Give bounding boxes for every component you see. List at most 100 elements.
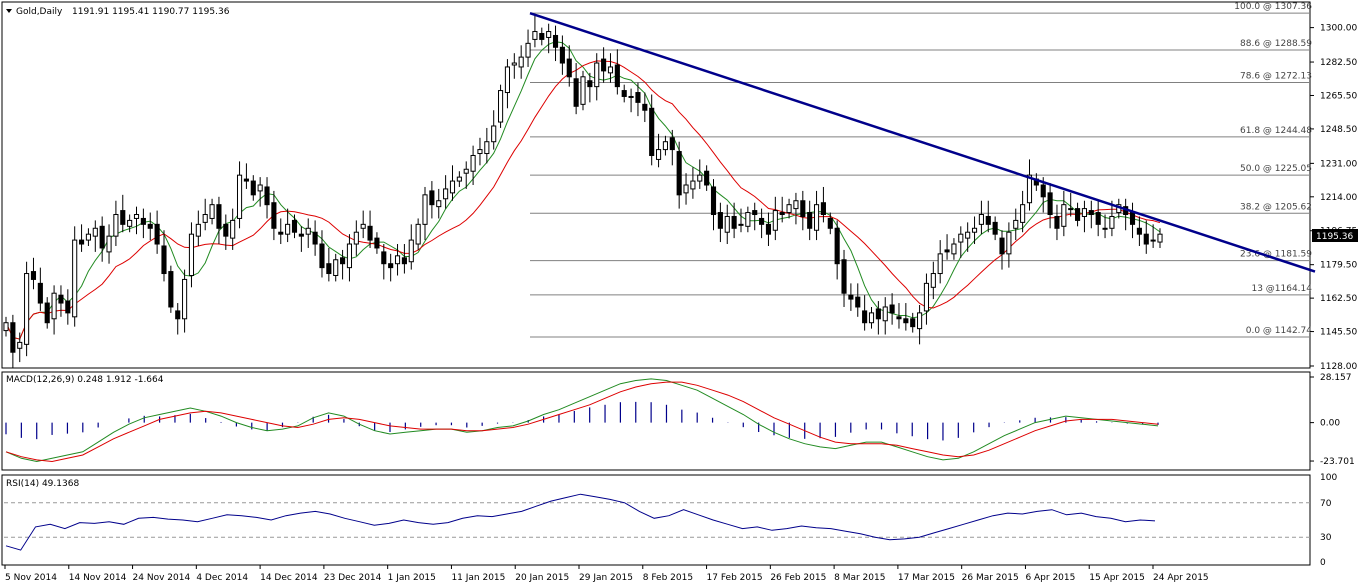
candle-body [202, 214, 208, 223]
candle-body [1095, 212, 1101, 225]
candle-body [772, 210, 778, 231]
candle-body [724, 215, 730, 233]
time-tick-label: 26 Mar 2015 [962, 573, 1019, 583]
time-tick-label: 5 Nov 2014 [5, 573, 57, 583]
candle-body [752, 210, 758, 216]
candle-body [106, 235, 112, 253]
candle-body [985, 215, 991, 225]
candle-body [1088, 210, 1094, 216]
candle-body [518, 56, 524, 68]
candle-body [120, 210, 126, 225]
macd-label: MACD(12,26,9) 0.248 1.912 -1.664 [6, 375, 164, 385]
candle-body [285, 223, 291, 235]
fibonacci-levels: 100.0 @ 1307.36 88.6 @ 1288.59 78.6 @ 1272… [530, 2, 1312, 338]
candle-body [552, 34, 559, 48]
trendline-line[interactable] [529, 11, 1316, 273]
candle-body [999, 237, 1005, 255]
candle-body [3, 322, 9, 332]
candle-body [910, 318, 916, 328]
candle-body [1026, 174, 1033, 204]
candle-body [1013, 219, 1019, 229]
symbol-label: Gold,Daily [16, 7, 63, 17]
time-tick-label: 15 Apr 2015 [1089, 573, 1145, 583]
rsi-indicator: 100 70 30 0 [4, 473, 1337, 568]
candle-body [759, 217, 765, 225]
candle-body [271, 202, 277, 229]
candle-body [587, 80, 593, 88]
candle-body [820, 202, 826, 216]
candle-body [58, 294, 64, 304]
fib-label: 61.8 @ 1244.48 [1240, 126, 1312, 136]
ma-slow-line [5, 60, 1161, 340]
candle-body [992, 221, 998, 235]
candle-body [765, 223, 772, 235]
candle-body [649, 107, 655, 156]
candle-body [594, 62, 600, 88]
rsi-label: RSI(14) 49.1368 [6, 479, 79, 489]
candle-body [298, 233, 304, 237]
candle-body [10, 322, 16, 353]
candle-body [882, 306, 888, 322]
time-tick-label: 11 Jan 2015 [451, 573, 505, 583]
candle-body [1143, 233, 1149, 245]
macd-tick-label: 0.00 [1320, 419, 1340, 429]
candle-body [401, 257, 407, 265]
candle-body [195, 223, 201, 237]
candle-body [422, 194, 428, 225]
candle-body [614, 64, 620, 88]
candle-body [923, 282, 930, 312]
candle-body [1054, 215, 1060, 229]
candle-body [477, 149, 483, 155]
candle-body [800, 200, 806, 217]
candlesticks [3, 15, 1163, 368]
signal-line [5, 381, 1159, 463]
candle-body [525, 42, 531, 58]
candle-body [978, 214, 984, 225]
candle-body [312, 231, 318, 245]
candle-body [436, 200, 442, 208]
macd-line [5, 378, 1159, 463]
candle-body [154, 223, 160, 245]
candle-body [621, 90, 627, 97]
time-tick-label: 14 Dec 2014 [260, 573, 318, 583]
candle-body [230, 219, 236, 239]
candle-body [504, 66, 511, 94]
dropdown-triangle-icon[interactable] [6, 9, 12, 13]
candle-body [216, 204, 222, 229]
time-tick-label: 8 Feb 2015 [643, 573, 693, 583]
time-tick-label: 17 Mar 2015 [898, 573, 955, 583]
rsi-tick-label: 0 [1320, 558, 1326, 568]
candle-body [1150, 239, 1156, 242]
candle-body [1109, 215, 1115, 229]
candle-body [133, 214, 140, 219]
candle-body [388, 263, 394, 269]
candle-body [532, 31, 538, 40]
macd-panel-border [1, 371, 1311, 471]
candle-body [834, 227, 840, 265]
trendline[interactable] [529, 11, 1316, 273]
candle-body [223, 223, 229, 237]
candle-body [580, 76, 586, 105]
candle-body [793, 200, 799, 210]
candle-body [779, 212, 785, 216]
candle-body [65, 300, 71, 314]
candle-body [697, 174, 703, 182]
candle-body [491, 125, 497, 143]
candle-body [965, 231, 971, 239]
candle-body [85, 233, 91, 241]
candle-body [937, 253, 943, 275]
candle-body [44, 302, 50, 324]
candle-body [360, 223, 366, 229]
price-tick-label: 1265.50 [1320, 91, 1357, 101]
candle-body [676, 151, 682, 196]
time-tick-label: 24 Nov 2014 [133, 573, 191, 583]
candle-body [951, 243, 957, 255]
candle-body [175, 310, 181, 320]
candle-body [573, 78, 579, 107]
candle-body [374, 237, 380, 249]
candle-body [717, 212, 723, 229]
price-tick-label: 1214.00 [1320, 193, 1357, 203]
candle-body [1047, 192, 1053, 216]
price-badge: 1195.36 [1316, 232, 1353, 242]
